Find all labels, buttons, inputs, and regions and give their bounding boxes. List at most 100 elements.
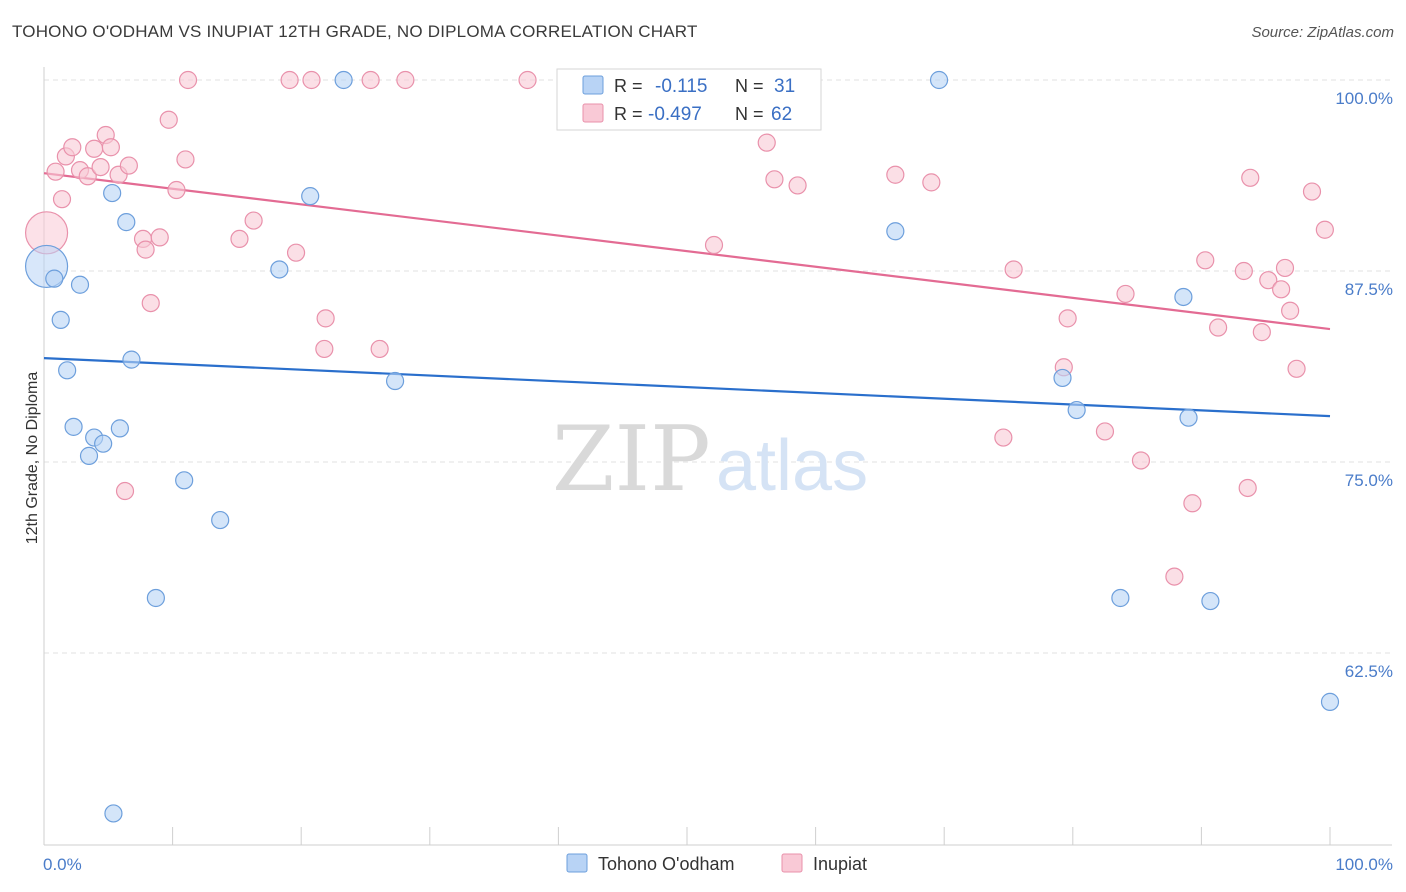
data-points	[24, 70, 1340, 823]
legend-r-label-inupiat: R =	[614, 104, 643, 124]
legend-n-label-inupiat: N =	[735, 104, 764, 124]
point-tohono	[1179, 408, 1198, 427]
legend-box: R = -0.115 N = 31 R = -0.497 N = 62	[556, 68, 822, 131]
watermark-zip: ZIP	[552, 407, 711, 512]
y-axis-label: 12th Grade, No Diploma	[24, 372, 41, 545]
point-inupiat	[141, 293, 160, 313]
point-inupiat	[1281, 301, 1300, 320]
point-inupiat	[886, 165, 905, 184]
point-inupiat	[91, 157, 110, 177]
point-inupiat	[78, 167, 97, 186]
point-inupiat	[1241, 168, 1260, 187]
point-tohono	[929, 70, 949, 90]
point-inupiat	[159, 110, 178, 129]
point-inupiat	[136, 240, 155, 259]
y-tick-label: 87.5%	[1345, 280, 1393, 299]
legend-r-value-tohono: -0.115	[655, 76, 707, 97]
point-tohono	[301, 187, 320, 206]
point-tohono	[1111, 588, 1130, 608]
point-inupiat	[396, 70, 415, 90]
point-tohono	[45, 269, 64, 288]
point-inupiat	[757, 133, 776, 152]
legend-r-value-inupiat: -0.497	[648, 104, 702, 125]
point-inupiat	[230, 229, 249, 249]
point-inupiat	[1116, 284, 1135, 304]
point-inupiat	[704, 235, 724, 255]
bottom-legend-label-inupiat: Inupiat	[813, 854, 867, 874]
y-tick-label: 100.0%	[1335, 89, 1393, 108]
point-inupiat	[1259, 271, 1278, 290]
chart-title: TOHONO O'ODHAM VS INUPIAT 12TH GRADE, NO…	[12, 22, 698, 41]
point-inupiat	[115, 481, 135, 501]
point-inupiat	[280, 70, 299, 90]
point-inupiat	[1004, 260, 1023, 279]
watermark: ZIP atlas	[552, 407, 868, 512]
point-inupiat	[46, 162, 65, 181]
y-tick-label: 62.5%	[1345, 662, 1393, 681]
point-inupiat	[994, 428, 1013, 447]
point-tohono	[104, 804, 123, 823]
point-inupiat	[1234, 261, 1253, 281]
point-tohono	[110, 419, 129, 438]
point-inupiat	[85, 139, 104, 158]
trend-line-tohono	[43, 356, 1331, 418]
point-inupiat	[765, 170, 784, 189]
point-inupiat	[286, 243, 306, 262]
legend-r-label-tohono: R =	[614, 76, 643, 96]
point-inupiat	[1272, 280, 1291, 299]
point-inupiat	[1238, 478, 1257, 498]
point-inupiat	[1183, 494, 1202, 513]
legend-swatch-tohono	[582, 75, 604, 95]
point-tohono	[211, 510, 230, 530]
point-inupiat	[1315, 220, 1334, 239]
point-inupiat	[1095, 422, 1115, 441]
point-tohono	[1174, 287, 1193, 307]
point-inupiat	[788, 176, 807, 195]
bottom-legend: Tohono O'odham Inupiat	[566, 853, 867, 874]
point-inupiat	[370, 339, 389, 359]
point-inupiat	[1131, 451, 1151, 470]
legend-n-value-tohono: 31	[774, 76, 795, 97]
point-inupiat	[302, 70, 321, 90]
point-tohono	[1320, 692, 1340, 711]
axes	[43, 67, 1392, 846]
point-tohono	[70, 275, 90, 294]
point-inupiat	[178, 70, 198, 90]
y-tick-label: 75.0%	[1345, 471, 1393, 490]
point-inupiat	[1058, 309, 1077, 328]
point-inupiat	[1196, 251, 1215, 270]
point-inupiat	[315, 339, 334, 359]
point-inupiat	[176, 150, 195, 169]
point-tohono	[1067, 400, 1086, 420]
legend-n-label-tohono: N =	[735, 76, 764, 96]
point-tohono	[385, 371, 405, 391]
point-tohono	[1201, 591, 1220, 611]
point-inupiat	[101, 138, 120, 157]
point-tohono	[51, 310, 70, 329]
point-tohono	[79, 446, 99, 465]
point-tohono	[146, 588, 165, 608]
point-inupiat	[150, 228, 169, 247]
point-tohono	[334, 70, 353, 90]
point-tohono	[1053, 368, 1072, 388]
x-tick-label: 100.0%	[1335, 855, 1393, 874]
point-inupiat	[1165, 567, 1184, 586]
legend-swatch-inupiat	[582, 103, 604, 123]
point-inupiat	[1209, 318, 1228, 337]
point-inupiat	[167, 180, 186, 200]
x-tick-label: 0.0%	[43, 855, 82, 874]
point-inupiat	[922, 173, 941, 192]
point-tohono	[58, 361, 77, 380]
bottom-legend-label-tohono: Tohono O'odham	[598, 854, 735, 874]
point-inupiat	[1287, 359, 1306, 378]
point-tohono	[117, 213, 136, 232]
trend-line-inupiat	[43, 172, 1331, 331]
point-inupiat	[52, 190, 72, 209]
point-inupiat	[63, 138, 82, 157]
point-tohono	[886, 222, 905, 241]
point-inupiat	[244, 211, 263, 230]
bottom-legend-swatch-inupiat	[781, 853, 803, 873]
tick-labels: 100.0% 87.5% 75.0% 62.5% 0.0% 100.0%	[43, 89, 1393, 874]
point-tohono	[64, 417, 83, 436]
